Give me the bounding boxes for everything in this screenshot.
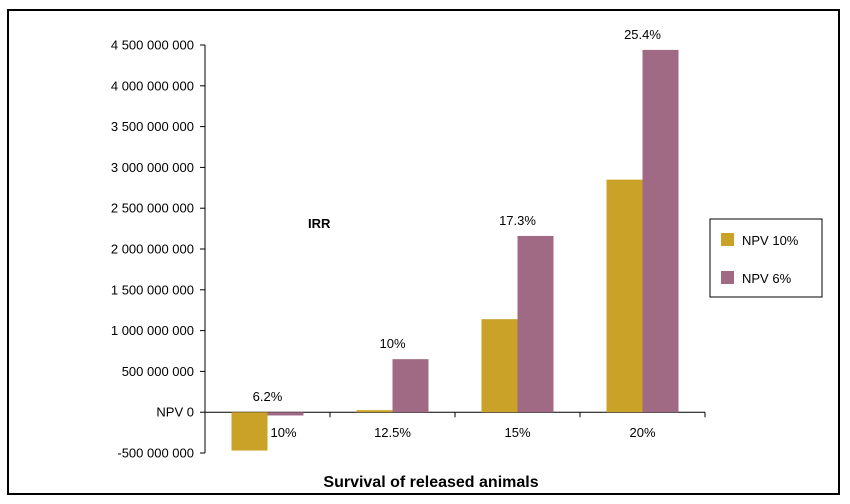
x-tick-label: 15% — [504, 425, 530, 440]
bar-npv-10-0 — [231, 412, 268, 451]
y-tick-label: 500 000 000 — [122, 364, 194, 379]
bar-npv-10-1 — [356, 410, 393, 413]
irr-label: 17.3% — [499, 213, 536, 228]
irr-label: 10% — [379, 336, 405, 351]
y-tick-label: 4 000 000 000 — [111, 78, 194, 93]
y-axis: -500 000 000 NPV 0 500 000 000 1 000 000 00… — [111, 38, 206, 461]
bar-npv-10-2 — [481, 319, 518, 413]
legend: NPV 10% NPV 6% — [709, 218, 823, 298]
x-axis-label: Survival of released animals — [323, 474, 538, 491]
bar-npv-10-3 — [606, 179, 643, 413]
bar-npv-6-0 — [267, 412, 304, 416]
bars — [231, 49, 679, 451]
irr-label: 25.4% — [624, 27, 661, 42]
y-tick-label: 1 000 000 000 — [111, 323, 194, 338]
legend-label-npv-6: NPV 6% — [742, 271, 792, 286]
y-tick-label: 4 500 000 000 — [111, 38, 194, 53]
y-tick-label: 3 000 000 000 — [111, 160, 194, 175]
x-axis: 10% 12.5% 15% 20% — [204, 411, 706, 440]
bar-npv-6-1 — [392, 359, 429, 413]
irr-title: IRR — [308, 216, 331, 231]
y-tick-label: 1 500 000 000 — [111, 282, 194, 297]
x-tick-label: 10% — [270, 425, 296, 440]
y-tick-label: 2 000 000 000 — [111, 242, 194, 257]
bar-npv-6-3 — [642, 49, 679, 413]
legend-label-npv-10: NPV 10% — [742, 233, 799, 248]
x-tick-label: 12.5% — [374, 425, 411, 440]
chart-frame — [7, 9, 840, 495]
y-tick-label: 2 500 000 000 — [111, 201, 194, 216]
irr-labels: 6.2% 10% 17.3% 25.4% — [253, 27, 662, 404]
y-tick-label: -500 000 000 — [117, 446, 194, 461]
bar-npv-6-2 — [517, 235, 554, 413]
legend-swatch-npv-10 — [721, 233, 734, 246]
y-tick-label: 3 500 000 000 — [111, 119, 194, 134]
legend-swatch-npv-6 — [721, 271, 734, 284]
irr-label: 6.2% — [253, 389, 283, 404]
x-tick-label: 20% — [629, 425, 655, 440]
y-tick-label: NPV 0 — [156, 405, 194, 420]
